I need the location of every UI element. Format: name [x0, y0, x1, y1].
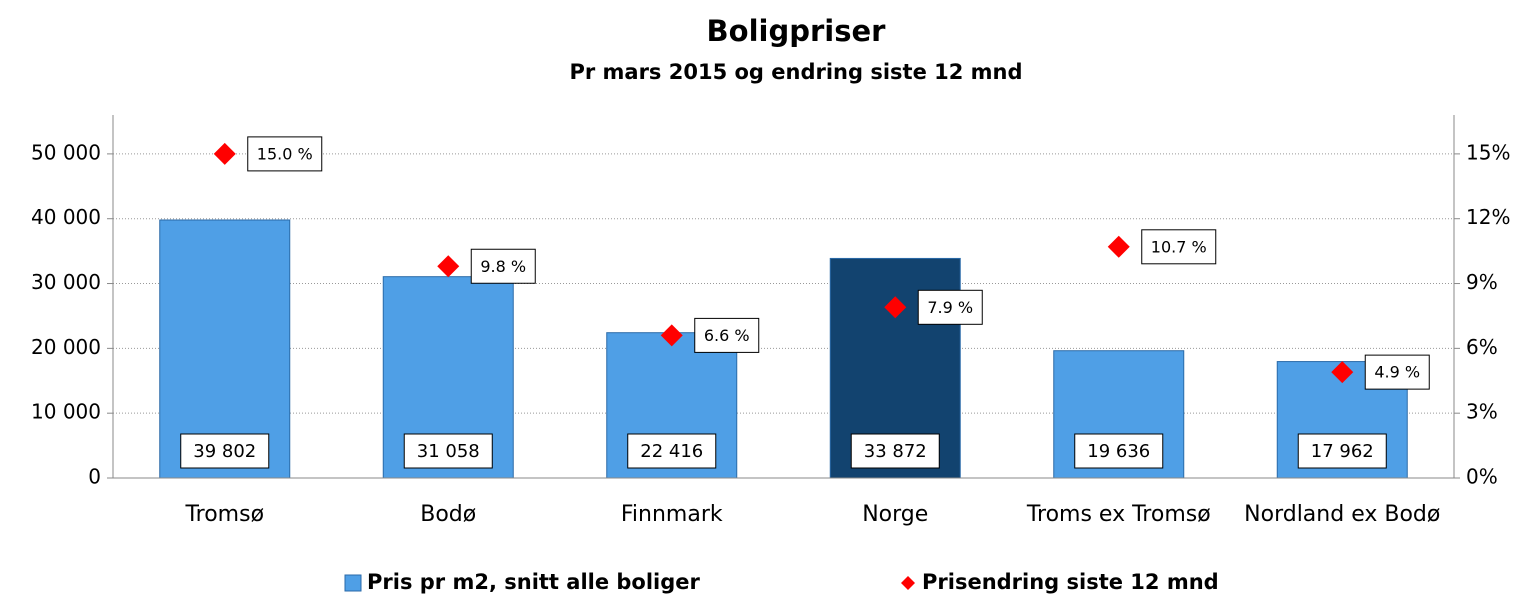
- y2-tick-label: 15%: [1466, 140, 1510, 164]
- x-tick-label: Norge: [862, 502, 928, 527]
- data-label-box: [247, 136, 323, 172]
- data-label: 7.9 %: [927, 298, 973, 317]
- data-label-box: [627, 433, 717, 469]
- chart-subtitle: Pr mars 2015 og endring siste 12 mnd: [569, 60, 1022, 84]
- y2-tick-label: 6%: [1466, 335, 1498, 359]
- data-label-box: [470, 248, 536, 284]
- legend-swatch: [901, 576, 915, 590]
- x-tick-label: Troms ex Tromsø: [1026, 502, 1211, 527]
- y-tick-label: 50 000: [31, 140, 101, 164]
- data-label: 33 872: [864, 441, 927, 462]
- point: [1107, 235, 1130, 258]
- legend-label: Pris pr m2, snitt alle boliger: [367, 570, 701, 594]
- chart-title: Boligpriser: [707, 14, 887, 48]
- data-label: 4.9 %: [1374, 363, 1420, 382]
- y-tick-label: 40 000: [31, 205, 101, 229]
- x-tick-label: Tromsø: [184, 502, 264, 527]
- y-tick-label: 30 000: [31, 270, 101, 294]
- data-label: 39 802: [193, 441, 256, 462]
- data-label-box: [1141, 229, 1217, 265]
- data-label: 22 416: [640, 441, 703, 462]
- x-tick-label: Nordland ex Bodø: [1244, 502, 1440, 527]
- point: [660, 324, 683, 347]
- legend-swatch: [344, 574, 362, 592]
- y2-tick-label: 12%: [1466, 205, 1510, 229]
- x-tick-label: Bodø: [420, 502, 476, 527]
- y-tick-label: 10 000: [31, 400, 101, 424]
- data-label: 6.6 %: [704, 326, 750, 345]
- data-label-box: [180, 433, 270, 469]
- data-label-box: [403, 433, 493, 469]
- legend-label: Prisendring siste 12 mnd: [922, 570, 1219, 594]
- y-tick-label: 0: [88, 465, 101, 489]
- y-tick-label: 20 000: [31, 335, 101, 359]
- point: [884, 296, 907, 319]
- y2-tick-label: 0%: [1466, 465, 1498, 489]
- data-label: 31 058: [417, 441, 480, 462]
- point: [437, 255, 460, 278]
- data-label-box: [694, 317, 760, 353]
- data-label-box: [1074, 433, 1164, 469]
- data-label: 17 962: [1311, 441, 1374, 462]
- data-label: 19 636: [1087, 441, 1150, 462]
- point: [213, 142, 236, 165]
- point: [1331, 361, 1354, 384]
- data-label: 15.0 %: [257, 144, 313, 163]
- data-label-box: [1364, 354, 1430, 390]
- y2-tick-label: 3%: [1466, 400, 1498, 424]
- data-label-box: [850, 433, 940, 469]
- data-label-box: [1297, 433, 1387, 469]
- data-label-box: [917, 289, 983, 325]
- data-label: 10.7 %: [1151, 237, 1207, 256]
- y2-tick-label: 9%: [1466, 270, 1498, 294]
- x-tick-label: Finnmark: [621, 502, 723, 527]
- data-label: 9.8 %: [480, 257, 526, 276]
